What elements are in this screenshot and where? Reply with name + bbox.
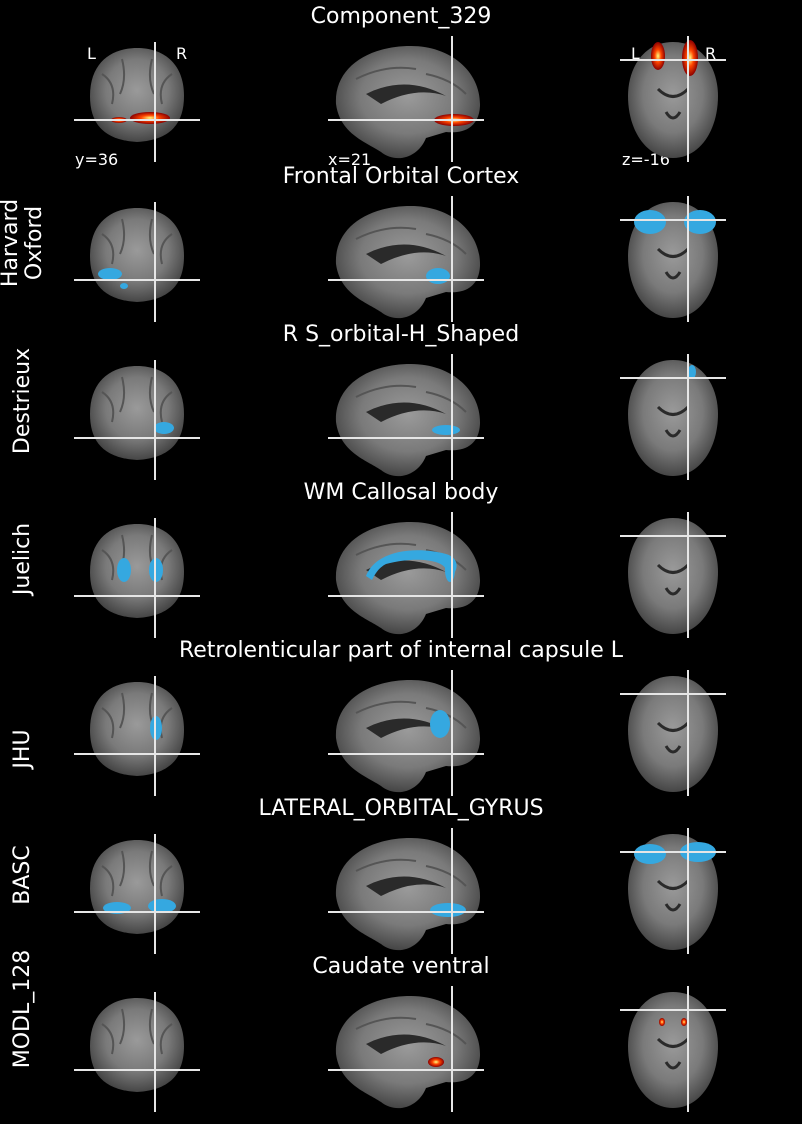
orient-left-axial: L bbox=[631, 44, 640, 63]
overlay-blob bbox=[130, 112, 170, 124]
axial-view bbox=[620, 354, 726, 480]
overlay-blob bbox=[98, 268, 122, 280]
row-title: LATERAL_ORBITAL_GYRUS bbox=[258, 796, 544, 821]
overlay-blob bbox=[651, 42, 665, 70]
coronal-view bbox=[74, 676, 200, 796]
coord-x: x=21 bbox=[328, 150, 372, 169]
sagittal-view bbox=[328, 670, 484, 796]
axial-view bbox=[620, 196, 726, 322]
coronal-view bbox=[74, 992, 200, 1112]
overlay-blob bbox=[659, 1018, 665, 1026]
axial-view bbox=[620, 670, 726, 796]
atlas-label: Juelich bbox=[10, 484, 36, 634]
atlas-label: BASC bbox=[10, 800, 36, 950]
overlay-blob bbox=[154, 422, 174, 434]
coronal-view bbox=[74, 202, 200, 322]
axial-view bbox=[620, 512, 726, 638]
overlay-blob bbox=[688, 365, 696, 379]
overlay-blob bbox=[684, 210, 716, 234]
sagittal-view bbox=[328, 354, 484, 480]
row-title: WM Callosal body bbox=[303, 480, 499, 505]
sagittal-view bbox=[328, 36, 484, 162]
overlay-blob bbox=[426, 268, 450, 284]
coronal-view bbox=[74, 42, 200, 162]
row-title: Caudate ventral bbox=[312, 954, 490, 979]
overlay-blob bbox=[634, 844, 666, 864]
orient-right-axial: R bbox=[705, 44, 717, 63]
overlay-blob bbox=[430, 903, 466, 917]
row-modl: Caudate ventral MODL_128 bbox=[0, 950, 802, 1112]
atlas-label-text: Juelich bbox=[10, 522, 35, 596]
sagittal-view bbox=[328, 512, 484, 638]
coronal-view bbox=[74, 834, 200, 954]
overlay-blob bbox=[445, 558, 455, 582]
row-title: Frontal Orbital Cortex bbox=[282, 164, 520, 189]
row-jhu: Retrolenticular part of internal capsule… bbox=[0, 638, 802, 796]
sagittal-view bbox=[328, 828, 484, 954]
coronal-view bbox=[74, 518, 200, 638]
axial-view bbox=[620, 828, 726, 954]
overlay-blob bbox=[681, 1018, 687, 1026]
atlas-label-text: MODL_128 bbox=[10, 949, 35, 1069]
overlay-blob bbox=[634, 210, 666, 234]
axial-view bbox=[620, 36, 726, 162]
row-title: Component_329 bbox=[310, 4, 492, 29]
axial-view bbox=[620, 986, 726, 1112]
row-harvard-oxford: Frontal Orbital Cortex Harvard Oxford bbox=[0, 164, 802, 322]
coronal-view bbox=[74, 360, 200, 480]
overlay-blob bbox=[430, 710, 450, 738]
row-title: Retrolenticular part of internal capsule… bbox=[178, 638, 624, 663]
atlas-label-text: Harvard Oxford bbox=[0, 198, 47, 288]
coord-y: y=36 bbox=[75, 150, 119, 169]
sagittal-view bbox=[328, 196, 484, 322]
sagittal-view bbox=[328, 986, 484, 1112]
overlay-blob bbox=[432, 425, 460, 435]
row-destrieux: R S_orbital-H_Shaped Destrieux bbox=[0, 322, 802, 480]
overlay-blob bbox=[120, 283, 128, 289]
atlas-label: Destrieux bbox=[10, 326, 36, 476]
overlay-blob bbox=[148, 899, 176, 913]
overlay-blob bbox=[366, 550, 457, 580]
atlas-label-text: BASC bbox=[10, 845, 35, 905]
overlay-blob bbox=[682, 40, 698, 76]
overlay-blob bbox=[117, 558, 131, 582]
atlas-label: Harvard Oxford bbox=[0, 168, 47, 318]
overlay-blob bbox=[428, 1057, 444, 1067]
orient-right-coronal: R bbox=[176, 44, 188, 63]
atlas-label-text: JHU bbox=[10, 729, 35, 769]
atlas-label-text: Destrieux bbox=[10, 347, 35, 455]
row-juelich: WM Callosal body Juelich bbox=[0, 480, 802, 638]
row-title: R S_orbital-H_Shaped bbox=[282, 322, 520, 347]
row-basc: LATERAL_ORBITAL_GYRUS BASC bbox=[0, 796, 802, 954]
orient-left-coronal: L bbox=[87, 44, 96, 63]
atlas-label: MODL_128 bbox=[10, 934, 36, 1084]
